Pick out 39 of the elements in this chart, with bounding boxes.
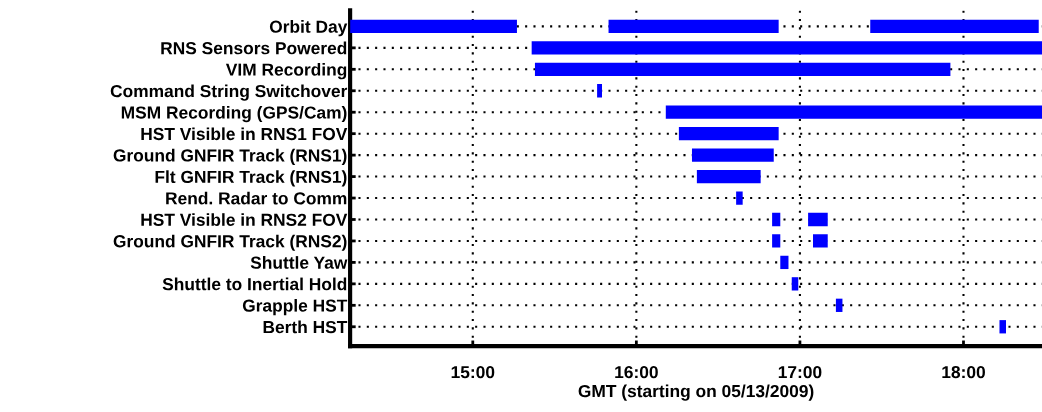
bar (696, 169, 761, 184)
bar (531, 41, 1042, 55)
bar (835, 298, 843, 312)
y-tick-label: Rend. Radar to Comm (166, 191, 347, 205)
y-tick-label: Orbit Day (269, 20, 348, 37)
y-tick-label: Command String Switchover (110, 84, 348, 101)
x-axis-title: GMT (starting on 05/13/2009) (578, 384, 814, 401)
y-tick-label: Shuttle to Inertial Hold (162, 277, 347, 291)
bar (678, 127, 779, 141)
x-tick-label: 18:00 (942, 365, 985, 379)
bar (772, 212, 781, 227)
y-tick-label: Grapple HST (242, 299, 348, 316)
y-tick-label: Shuttle Yaw (250, 256, 348, 269)
bar (999, 320, 1007, 334)
bar (808, 212, 828, 227)
y-tick-label: VIM Recording (225, 63, 347, 80)
bar (813, 234, 828, 248)
bar (608, 19, 779, 34)
bar (534, 62, 951, 76)
y-tick-label: HST Visible in RNS1 FOV (141, 127, 348, 141)
x-tick-label: 16:00 (615, 365, 658, 379)
bar (772, 234, 781, 248)
bar (665, 105, 1042, 119)
bar (736, 191, 743, 205)
bar (780, 255, 789, 270)
y-tick-label: RNS Sensors Powered (161, 41, 347, 55)
x-tick-label: 17:00 (778, 365, 822, 379)
y-tick-label: HST Visible in RNS2 FOV (141, 213, 348, 226)
y-tick-label: MSM Recording (GPS/Cam) (121, 105, 347, 123)
bar (870, 19, 1039, 34)
y-tick-label: Berth HST (263, 320, 348, 334)
bar (597, 84, 603, 98)
bar (791, 277, 799, 291)
bar (691, 148, 774, 162)
x-tick-label: 15:00 (451, 365, 495, 379)
bar (350, 19, 517, 34)
y-tick-label: Ground GNFIR Track (RNS2) (113, 234, 347, 251)
y-tick-label: Ground GNFIR Track (RNS1) (113, 148, 347, 166)
y-tick-label: Flt GNFIR Track (RNS1) (155, 170, 347, 187)
